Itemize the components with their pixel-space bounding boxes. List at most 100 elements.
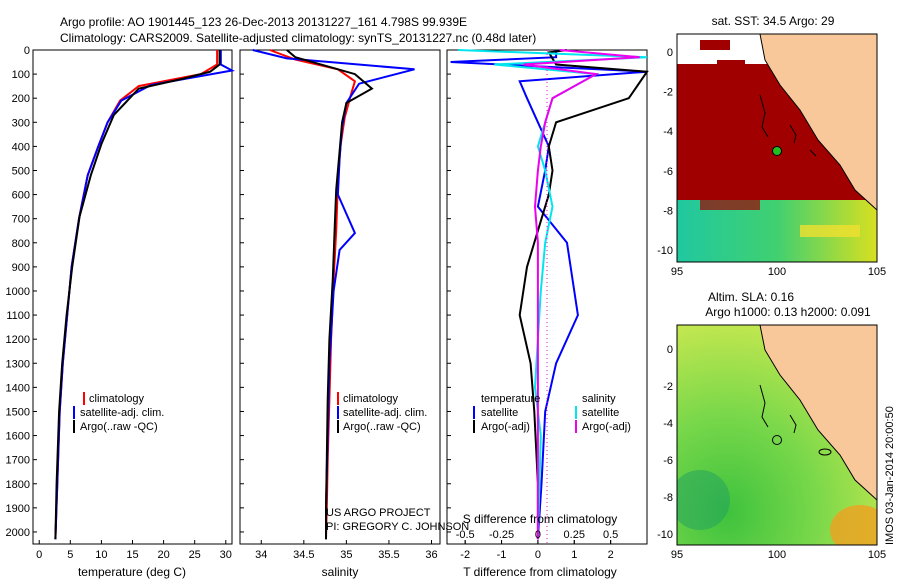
depth-tick-label: 100 <box>12 69 30 81</box>
depth-tick-label: 1000 <box>6 286 30 298</box>
temp-xlabel: temperature (deg C) <box>78 565 186 579</box>
x-tick-label: 1 <box>571 549 577 561</box>
x-tick-label: -0.5 <box>456 529 475 541</box>
x-tick-label: 30 <box>220 549 232 561</box>
map-y-tick-label: -4 <box>663 126 673 138</box>
sst-map-title: sat. SST: 34.5 Argo: 29 <box>712 14 835 28</box>
series-line <box>252 49 415 540</box>
depth-tick-label: 1200 <box>6 334 30 346</box>
map-x-tick-label: 105 <box>868 266 886 278</box>
diff-legend-temp-argo: Argo(-adj) <box>481 421 530 433</box>
sal-legend-clim: climatology <box>343 393 399 405</box>
temp-legend-sat: satellite-adj. clim. <box>80 407 164 419</box>
x-tick-label: 0.5 <box>603 529 618 541</box>
x-tick-label: 15 <box>126 549 138 561</box>
x-tick-label: 36 <box>425 549 437 561</box>
diff-legend: temperature satellite Argo(-adj) salinit… <box>473 393 631 433</box>
depth-tick-label: 200 <box>12 93 30 105</box>
map-y-tick-label: -6 <box>663 166 673 178</box>
x-tick-label: 34.5 <box>293 549 314 561</box>
sst-map <box>676 33 878 263</box>
map-y-tick-label: -8 <box>663 205 673 217</box>
sal-legend-argo: Argo(..raw -QC) <box>343 421 421 433</box>
series-line <box>286 49 374 540</box>
depth-tick-label: 900 <box>12 262 30 274</box>
diff-legend-sal-argo: Argo(-adj) <box>582 421 631 433</box>
sla-ticks: 95 100 105 0 -2 -4 -6 -8 -10 <box>657 344 886 561</box>
sal-xticks: 34 34.5 35 35.5 36 <box>255 540 438 561</box>
sla-map-title1: Altim. SLA: 0.16 <box>708 290 794 304</box>
x-tick-label: 35 <box>340 549 352 561</box>
diff-legend-temp-sat: satellite <box>481 407 518 419</box>
credit-line2: PI: GREGORY C. JOHNSON <box>326 521 469 533</box>
sal-xlabel: salinity <box>322 565 359 579</box>
x-tick-label: 0.25 <box>564 529 585 541</box>
map-y-tick-label: -10 <box>657 529 673 541</box>
map-y-tick-label: 0 <box>667 344 673 356</box>
diff-legend-temp-title: temperature <box>481 393 540 405</box>
diff-legend-sal-title: salinity <box>582 393 616 405</box>
depth-tick-label: 700 <box>12 214 30 226</box>
sst-ticks: 95 100 105 0 -2 -4 -6 -8 -10 <box>657 47 886 278</box>
sal-legend: climatology satellite-adj. clim. Argo(..… <box>326 392 469 533</box>
depth-tick-label: 1400 <box>6 382 30 394</box>
sla-argo-marker <box>772 435 782 445</box>
x-tick-label: -1 <box>497 549 507 561</box>
x-tick-label: 0 <box>36 549 42 561</box>
x-tick-label: 5 <box>67 549 73 561</box>
sla-land <box>760 325 877 500</box>
map-y-tick-label: -2 <box>663 381 673 393</box>
depth-tick-label: 1300 <box>6 358 30 370</box>
diff-series <box>450 49 649 540</box>
temp-xticks: 0 5 10 15 20 25 30 <box>36 540 232 561</box>
map-y-tick-label: -2 <box>663 86 673 98</box>
depth-tick-label: 1600 <box>6 431 30 443</box>
x-tick-label: 0 <box>535 549 541 561</box>
imos-watermark: IMOS 03-Jan-2014 20:00:50 <box>884 406 896 545</box>
x-tick-label: 10 <box>95 549 107 561</box>
x-tick-label: 35.5 <box>378 549 399 561</box>
depth-tick-label: 600 <box>12 190 30 202</box>
sst-argo-marker <box>772 146 782 156</box>
series-line <box>54 50 236 540</box>
temp-legend: climatology satellite-adj. clim. Argo(..… <box>73 392 164 433</box>
x-tick-label: -2 <box>460 549 470 561</box>
map-x-tick-label: 95 <box>671 266 683 278</box>
depth-tick-label: 1100 <box>6 310 30 322</box>
temp-series <box>54 50 236 540</box>
diff-legend-sal-sat: satellite <box>582 407 619 419</box>
depth-tick-label: 400 <box>12 141 30 153</box>
depth-ticks: 0 100 200 300 400 500 600 700 800 900 1000 1100 1200… <box>6 45 451 539</box>
x-tick-label: 0 <box>535 529 541 541</box>
x-tick-label: 25 <box>189 549 201 561</box>
map-x-tick-label: 95 <box>671 549 683 561</box>
sal-legend-sat: satellite-adj. clim. <box>343 407 427 419</box>
x-tick-label: -0.25 <box>489 529 514 541</box>
x-tick-label: 2 <box>608 549 614 561</box>
temp-legend-argo: Argo(..raw -QC) <box>80 421 158 433</box>
depth-tick-label: 2000 <box>6 527 30 539</box>
sla-map <box>676 324 878 546</box>
map-y-tick-label: -8 <box>663 492 673 504</box>
sal-series <box>252 49 415 540</box>
map-y-tick-label: -4 <box>663 418 673 430</box>
sst-land <box>760 34 877 210</box>
depth-tick-label: 500 <box>12 165 30 177</box>
map-y-tick-label: -6 <box>663 455 673 467</box>
map-y-tick-label: -10 <box>657 245 673 257</box>
depth-tick-label: 1900 <box>6 503 30 515</box>
temp-legend-clim: climatology <box>89 393 145 405</box>
series-line <box>54 50 219 540</box>
map-x-tick-label: 100 <box>768 549 786 561</box>
x-tick-label: 20 <box>157 549 169 561</box>
series-line <box>54 50 221 540</box>
credit-line1: US ARGO PROJECT <box>326 507 431 519</box>
x-tick-label: 34 <box>255 549 267 561</box>
map-x-tick-label: 105 <box>868 549 886 561</box>
depth-tick-label: 300 <box>12 117 30 129</box>
map-x-tick-label: 100 <box>768 266 786 278</box>
depth-tick-label: 1500 <box>6 406 30 418</box>
map-y-tick-label: 0 <box>667 47 673 59</box>
sla-map-title2: Argo h1000: 0.13 h2000: 0.091 <box>705 305 871 319</box>
